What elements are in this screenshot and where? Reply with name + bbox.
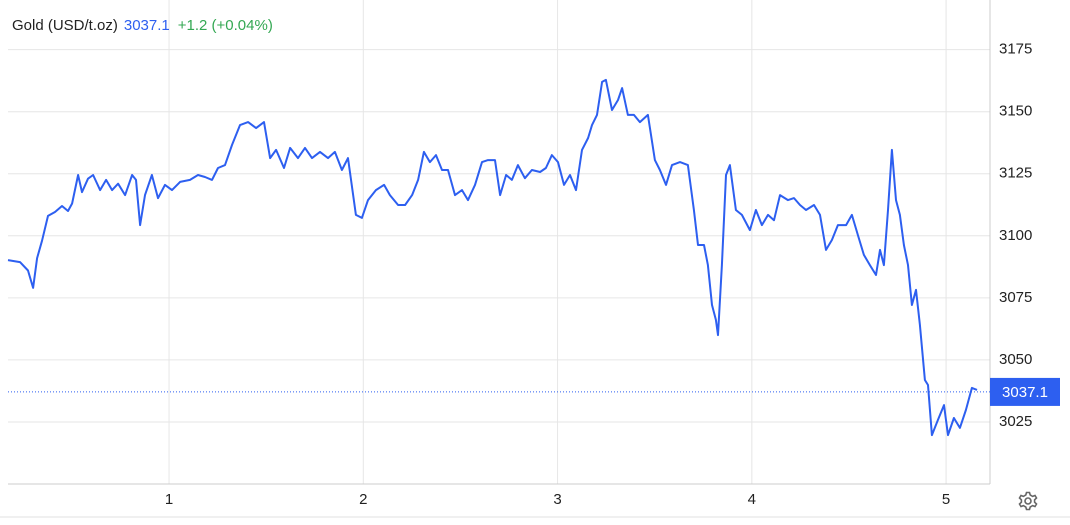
y-tick-label: 3175 <box>999 41 1032 58</box>
plot: 3025 3050 3075 3100 3125 3150 3175 1 2 3 4 5 3037.1 <box>7 0 1060 508</box>
header: Gold (USD/t.oz) 3037.1 +1.2 (+0.04%) <box>12 17 273 34</box>
x-tick-label: 5 <box>942 491 950 508</box>
chart-title: Gold (USD/t.oz) <box>12 17 118 34</box>
x-tick-label: 2 <box>359 491 367 508</box>
x-tick-label: 3 <box>553 491 561 508</box>
price-change: +1.2 (+0.04%) <box>178 17 273 34</box>
y-tick-label: 3125 <box>999 165 1032 182</box>
last-price: 3037.1 <box>124 17 170 34</box>
y-tick-label: 3050 <box>999 351 1032 368</box>
y-tick-label: 3075 <box>999 289 1032 306</box>
y-tick-label: 3150 <box>999 103 1032 120</box>
x-tick-label: 1 <box>165 491 173 508</box>
price-line <box>7 78 978 437</box>
last-price-box <box>990 377 1060 406</box>
x-tick-label: 4 <box>748 491 756 508</box>
settings-icon[interactable] <box>1018 491 1038 511</box>
last-price-label: 3037.1 <box>1002 384 1048 401</box>
y-tick-label: 3100 <box>999 227 1032 244</box>
y-tick-label: 3025 <box>999 413 1032 430</box>
